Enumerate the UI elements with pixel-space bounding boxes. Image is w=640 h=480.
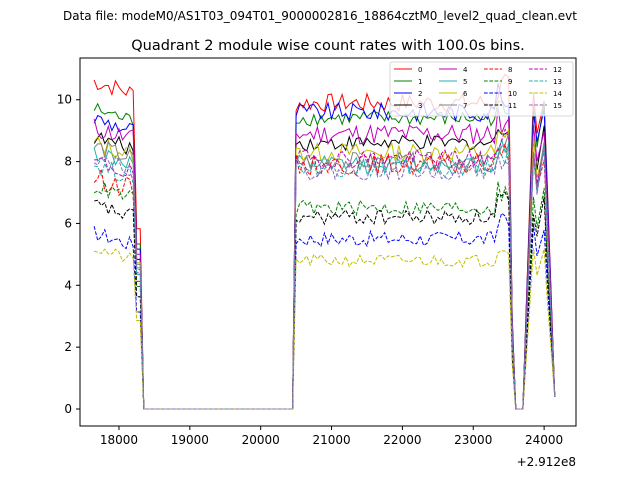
series-line-11 <box>94 191 556 410</box>
x-axis-offset-label: +2.912e8 <box>517 455 576 469</box>
legend-label-8: 8 <box>508 66 512 74</box>
chart-title: Quadrant 2 module wise count rates with … <box>131 38 525 54</box>
legend-label-14: 14 <box>553 90 562 98</box>
legend-label-0: 0 <box>418 66 422 74</box>
legend-label-3: 3 <box>418 102 422 110</box>
series-line-15 <box>93 146 556 410</box>
x-tick-label: 19000 <box>171 433 209 447</box>
y-tick-label: 2 <box>64 340 72 354</box>
legend-label-6: 6 <box>463 90 468 98</box>
legend-label-4: 4 <box>463 66 468 74</box>
legend-label-15: 15 <box>553 102 562 110</box>
legend-label-7: 7 <box>463 102 467 110</box>
legend-label-2: 2 <box>418 90 422 98</box>
x-tick-label: 20000 <box>242 433 280 447</box>
y-axis-ticks: 0 2 4 6 8 10 <box>57 93 80 416</box>
legend-label-9: 9 <box>508 78 512 86</box>
y-tick-label: 0 <box>64 402 72 416</box>
legend-box <box>389 61 574 117</box>
y-tick-label: 6 <box>64 216 72 230</box>
legend-label-10: 10 <box>508 90 517 98</box>
legend-label-13: 13 <box>553 78 562 86</box>
legend-label-11: 11 <box>508 102 517 110</box>
legend-label-1: 1 <box>418 78 422 86</box>
plot-frame <box>79 57 577 427</box>
series-line-10 <box>93 212 556 410</box>
series-line-8 <box>93 144 556 410</box>
series-line-14 <box>94 247 556 410</box>
x-tick-label: 22000 <box>383 433 421 447</box>
series-line-9 <box>93 180 556 410</box>
legend-label-12: 12 <box>553 66 562 74</box>
legend-label-5: 5 <box>463 78 467 86</box>
series-layer <box>93 73 556 410</box>
x-tick-label: 21000 <box>312 433 350 447</box>
y-tick-label: 10 <box>57 93 72 107</box>
x-axis-ticks: 18000 19000 20000 21000 22000 23000 24000 <box>100 426 563 447</box>
x-tick-label: 23000 <box>454 433 492 447</box>
x-tick-label: 24000 <box>525 433 563 447</box>
figure-suptitle: Data file: modeM0/AS1T03_094T01_90000028… <box>63 9 577 23</box>
y-tick-label: 8 <box>64 155 72 169</box>
y-tick-label: 4 <box>64 278 72 292</box>
x-tick-label: 18000 <box>100 433 138 447</box>
